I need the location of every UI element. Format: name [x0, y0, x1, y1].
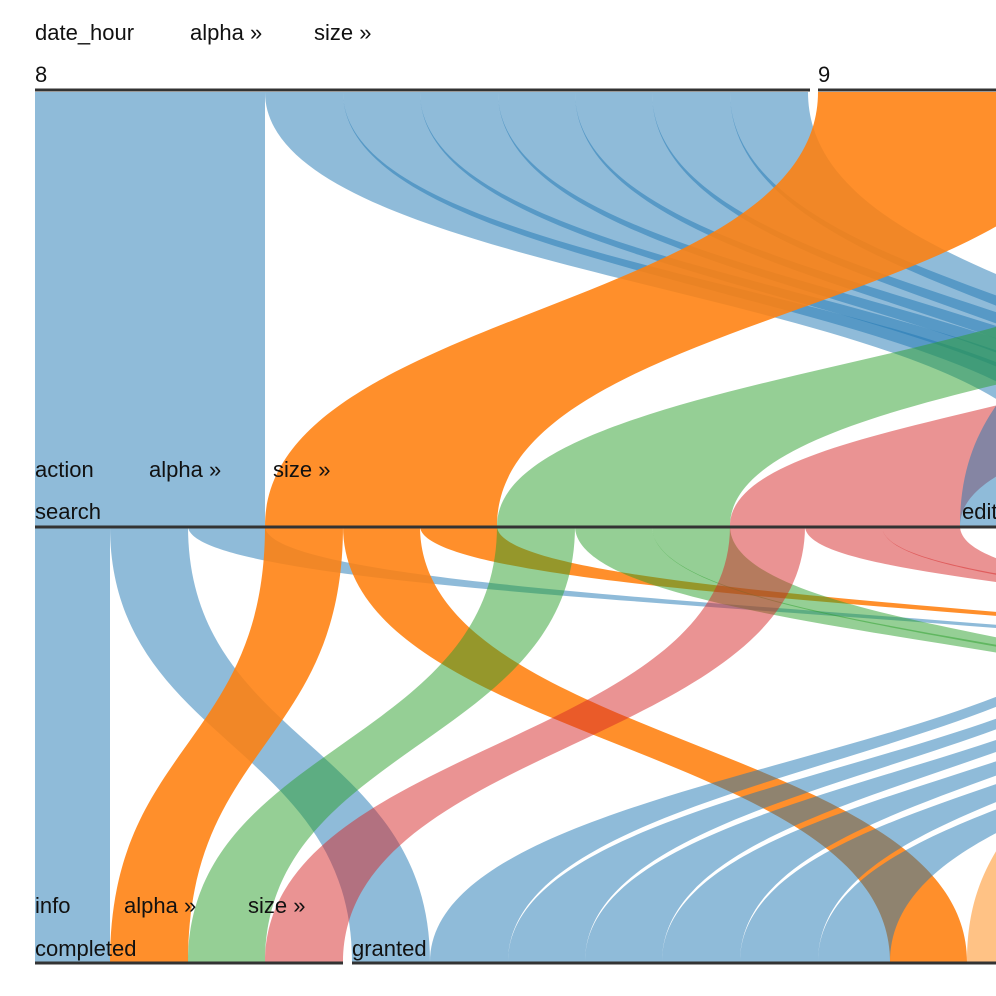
ribbons [35, 92, 996, 962]
dimension-name: date_hour [35, 20, 134, 45]
category-label: completed [35, 936, 137, 961]
sort-size[interactable]: size » [314, 20, 371, 45]
ribbon[interactable] [730, 300, 996, 526]
category-label: granted [352, 936, 427, 961]
ribbon[interactable] [265, 526, 805, 962]
ribbon[interactable] [740, 600, 996, 962]
sort-size[interactable]: size » [273, 457, 330, 482]
ribbon[interactable] [35, 92, 265, 526]
ribbon[interactable] [967, 700, 996, 962]
category-label: edit [962, 499, 996, 524]
ribbon[interactable] [35, 526, 110, 962]
axes [35, 88, 996, 965]
ribbon[interactable] [110, 526, 343, 962]
ribbon[interactable] [265, 92, 996, 526]
ribbon[interactable] [343, 526, 967, 962]
ribbon[interactable] [662, 590, 996, 962]
ribbon[interactable] [818, 610, 996, 962]
ribbon[interactable] [508, 570, 996, 962]
ribbon[interactable] [420, 526, 996, 700]
category-label: search [35, 499, 101, 524]
sort-size[interactable]: size » [248, 893, 305, 918]
ribbon[interactable] [265, 92, 996, 486]
ribbon[interactable] [430, 560, 996, 962]
sort-alpha[interactable]: alpha » [124, 893, 196, 918]
ribbon[interactable] [882, 526, 996, 640]
ribbon[interactable] [585, 580, 996, 962]
labels: date_hour alpha » size » 8 9 action alph… [35, 20, 996, 961]
category-label: 8 [35, 62, 47, 87]
ribbon[interactable] [805, 526, 996, 640]
dimension-name: action [35, 457, 94, 482]
ribbon[interactable] [960, 200, 996, 526]
sort-alpha[interactable]: alpha » [149, 457, 221, 482]
ribbon[interactable] [497, 200, 996, 526]
category-label: 9 [818, 62, 830, 87]
sort-alpha[interactable]: alpha » [190, 20, 262, 45]
dimension-name: info [35, 893, 70, 918]
ribbon[interactable] [188, 526, 575, 962]
ribbon[interactable] [575, 526, 996, 760]
